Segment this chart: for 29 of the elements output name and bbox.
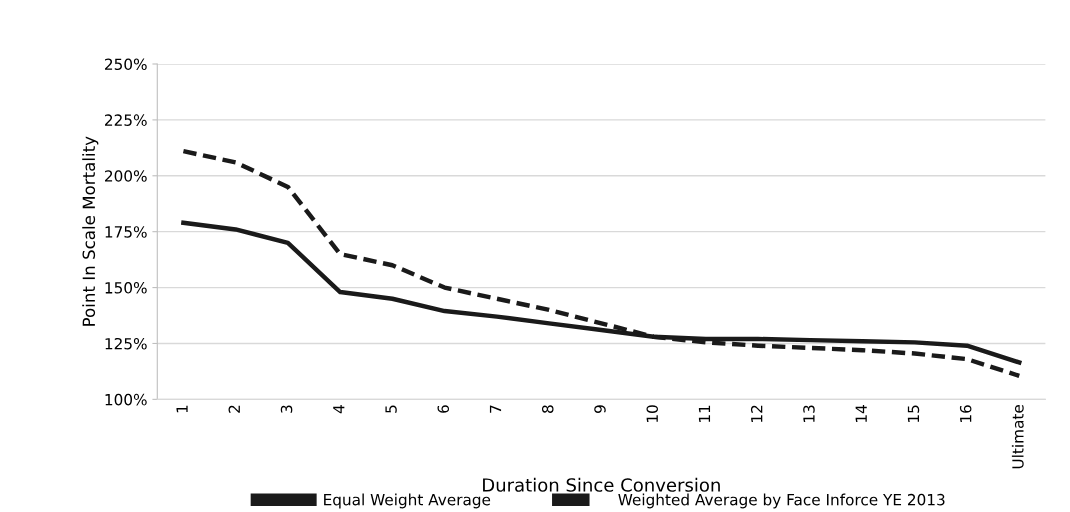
- x-tick-label: 2: [228, 405, 240, 413]
- x-tick-label: Ultimate: [1011, 405, 1024, 469]
- y-tick-label: 175%: [105, 226, 147, 238]
- legend-label: Weighted Average by Face Inforce YE 2013: [618, 493, 945, 509]
- x-tick-label: 12: [750, 405, 763, 422]
- y-tick-label: 150%: [105, 282, 147, 294]
- y-axis-title: Point In Scale Mortality: [82, 136, 99, 326]
- x-tick-label: 1: [176, 405, 188, 413]
- x-tick-label: 10: [646, 405, 659, 422]
- y-tick-label: 250%: [105, 58, 147, 71]
- x-tick-label: 15: [907, 405, 920, 422]
- y-tick-label: 225%: [105, 114, 147, 126]
- y-tick-label: 125%: [105, 337, 147, 350]
- x-tick-label: 9: [594, 405, 606, 413]
- y-tick-label: 200%: [105, 170, 147, 182]
- x-tick-label: 7: [489, 405, 502, 413]
- x-tick-label: 14: [855, 405, 867, 422]
- x-tick-label: 3: [280, 405, 293, 413]
- x-tick-label: 6: [437, 405, 450, 413]
- x-tick-label: 16: [959, 405, 972, 422]
- line-series: [181, 148, 1022, 379]
- x-tick-label: 11: [698, 405, 711, 422]
- x-tick-label: 5: [385, 405, 397, 413]
- legend-label: Equal Weight Average: [324, 493, 491, 509]
- x-tick-label: 13: [803, 405, 815, 422]
- x-axis-title: Duration Since Conversion: [483, 477, 720, 492]
- x-tick-label: 8: [541, 405, 554, 413]
- y-tick-label: 100%: [105, 393, 147, 406]
- x-tick-label: 4: [333, 405, 345, 414]
